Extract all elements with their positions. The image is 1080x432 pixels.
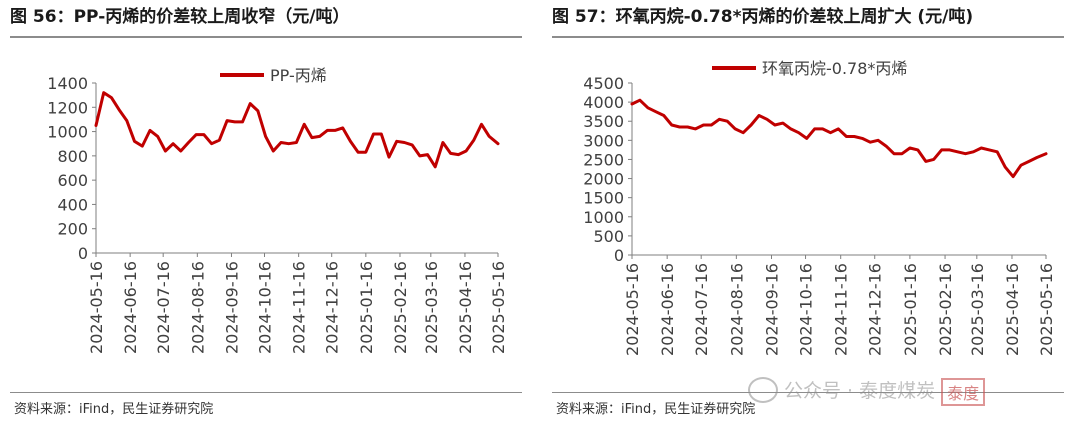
figure-57-title: 图 57：环氧丙烷-0.78*丙烯的价差较上周扩大 (元/吨) bbox=[552, 7, 974, 27]
x-tick-label: 2025-03-16 bbox=[968, 263, 987, 356]
x-tick-label: 2024-11-16 bbox=[832, 263, 851, 356]
legend-label: 环氧丙烷-0.78*丙烯 bbox=[762, 59, 907, 78]
x-tick-label: 2024-07-16 bbox=[692, 263, 711, 356]
title-divider bbox=[10, 36, 522, 38]
y-tick-label: 2000 bbox=[583, 170, 624, 189]
y-tick-label: 1000 bbox=[47, 123, 88, 142]
title-divider bbox=[552, 36, 1064, 38]
x-tick-label: 2024-12-16 bbox=[866, 263, 885, 356]
x-tick-label: 2025-01-16 bbox=[901, 263, 920, 356]
y-tick-label: 1400 bbox=[47, 74, 88, 93]
x-tick-label: 2025-02-16 bbox=[936, 263, 955, 356]
series-line bbox=[94, 91, 500, 169]
figure-57-source: 资料来源：iFind，民生证券研究院 bbox=[556, 402, 756, 417]
x-tick-label: 2025-04-16 bbox=[1003, 263, 1022, 356]
x-tick-label: 2024-05-16 bbox=[87, 261, 106, 354]
x-tick-label: 2024-09-16 bbox=[763, 263, 782, 356]
y-tick-label: 4000 bbox=[583, 93, 624, 112]
y-tick-label: 800 bbox=[57, 147, 88, 166]
y-tick-label: 0 bbox=[614, 246, 624, 265]
y-tick-label: 3500 bbox=[583, 112, 624, 131]
x-tick-label: 2024-05-16 bbox=[623, 263, 642, 356]
x-tick-label: 2025-02-16 bbox=[391, 261, 410, 354]
x-tick-label: 2025-03-16 bbox=[422, 261, 441, 354]
x-tick-label: 2025-01-16 bbox=[357, 261, 376, 354]
y-tick-label: 1000 bbox=[583, 208, 624, 227]
series-line bbox=[630, 98, 1048, 179]
x-tick-label: 2024-12-16 bbox=[323, 261, 342, 354]
y-tick-label: 3000 bbox=[583, 131, 624, 150]
x-tick-label: 2025-04-16 bbox=[456, 261, 475, 354]
x-tick-label: 2024-11-16 bbox=[290, 261, 309, 354]
watermark-text: 公众号 · 泰度煤炭 bbox=[784, 380, 936, 402]
watermark-seal: 泰度 bbox=[941, 377, 986, 406]
x-tick-label: 2024-09-16 bbox=[222, 261, 241, 354]
figure-56-source: 资料来源：iFind，民生证券研究院 bbox=[14, 402, 214, 417]
y-tick-label: 4500 bbox=[583, 74, 624, 93]
y-tick-label: 1200 bbox=[47, 98, 88, 117]
figure-56-title: 图 56：PP-丙烯的价差较上周收窄（元/吨） bbox=[10, 7, 350, 27]
y-tick-label: 2500 bbox=[583, 150, 624, 169]
figure-56-panel: 图 56：PP-丙烯的价差较上周收窄（元/吨） 0 200 400 600 800 100… bbox=[10, 0, 530, 432]
legend-label: PP-丙烯 bbox=[270, 66, 327, 85]
y-tick-label: 400 bbox=[57, 195, 88, 214]
wechat-icon bbox=[748, 376, 778, 403]
pp-propylene-spread-chart: 0 200 400 600 800 1000 1200 1400 2024-05-16 2024-… bbox=[47, 66, 508, 354]
source-divider bbox=[552, 392, 1064, 393]
y-tick-label: 200 bbox=[57, 220, 88, 239]
x-tick-label: 2025-05-16 bbox=[489, 261, 508, 354]
x-tick-label: 2024-08-16 bbox=[727, 263, 746, 356]
x-tick-label: 2025-05-16 bbox=[1037, 263, 1056, 356]
figure-57-panel: 图 57：环氧丙烷-0.78*丙烯的价差较上周扩大 (元/吨) 0 500 1000… bbox=[552, 0, 1072, 432]
x-tick-label: 2024-06-16 bbox=[121, 261, 140, 354]
y-tick-label: 1500 bbox=[583, 189, 624, 208]
y-tick-label: 600 bbox=[57, 171, 88, 190]
x-tick-label: 2024-08-16 bbox=[188, 261, 207, 354]
x-tick-label: 2024-07-16 bbox=[154, 261, 173, 354]
y-tick-label: 500 bbox=[593, 227, 624, 246]
source-divider bbox=[10, 392, 522, 393]
x-tick-label: 2024-10-16 bbox=[256, 261, 275, 354]
y-tick-label: 0 bbox=[78, 244, 88, 263]
x-tick-label: 2024-10-16 bbox=[797, 263, 816, 356]
watermark: 公众号 · 泰度煤炭 泰度 bbox=[748, 376, 1078, 406]
x-tick-label: 2024-06-16 bbox=[658, 263, 677, 356]
